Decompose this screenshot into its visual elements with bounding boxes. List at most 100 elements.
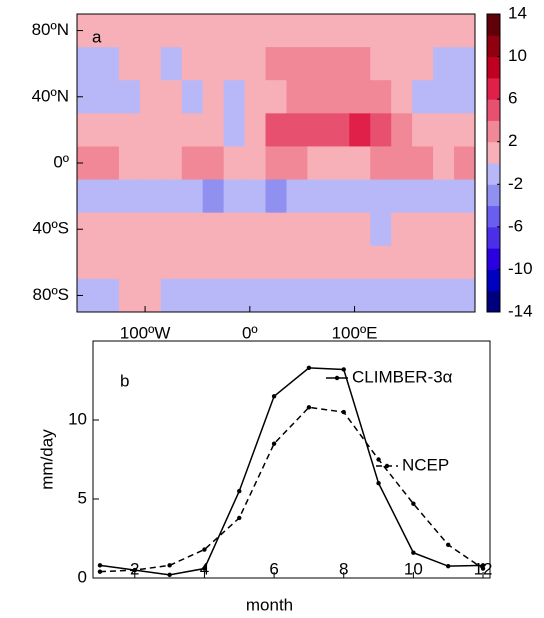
heat-cell <box>307 80 329 114</box>
heat-cell <box>181 47 204 81</box>
heat-cell <box>160 179 183 214</box>
heat-cell <box>286 212 308 247</box>
plot-frame <box>92 340 491 579</box>
y-tick-label: 10 <box>68 409 87 428</box>
x-tick-label: 100ºE <box>332 323 378 342</box>
heat-cell <box>202 14 225 48</box>
heat-cell <box>77 146 99 181</box>
colorbar-tick-label: -2 <box>508 174 523 193</box>
colorbar-tick-label: 2 <box>508 131 517 150</box>
colorbar-swatch <box>487 99 500 121</box>
heat-cell <box>160 212 183 247</box>
data-point <box>132 567 137 573</box>
heat-cell <box>454 278 476 313</box>
heat-cell <box>454 245 476 280</box>
heat-cell <box>244 80 267 114</box>
colorbar-swatch <box>487 184 500 207</box>
heat-cell <box>77 212 99 247</box>
heat-cell <box>370 80 392 114</box>
heat-cell <box>286 14 308 48</box>
colorbar-frame <box>486 13 501 313</box>
heat-cell <box>118 113 141 147</box>
x-tick-label: 10 <box>404 559 423 578</box>
data-point <box>237 515 242 521</box>
heat-cell <box>139 113 162 147</box>
heat-cell <box>307 14 329 48</box>
data-point <box>306 405 312 410</box>
heat-cell <box>349 113 371 147</box>
heat-cell <box>454 47 476 81</box>
heat-cell <box>286 179 308 214</box>
heat-cell <box>202 212 225 247</box>
colorbar-swatch <box>487 269 500 292</box>
heat-cell <box>412 146 434 181</box>
data-point <box>167 572 172 578</box>
heat-cell <box>412 278 434 313</box>
heat-cell <box>391 278 413 313</box>
heat-cell <box>454 113 476 147</box>
heat-cell <box>160 14 183 48</box>
heat-cell <box>370 146 392 181</box>
colorbar-tick-label: -6 <box>508 216 523 235</box>
heat-cell <box>433 80 455 114</box>
heat-cell <box>265 212 287 247</box>
heat-cell <box>139 80 162 114</box>
heat-cell <box>286 146 308 181</box>
heat-cell <box>181 179 204 214</box>
heat-cell <box>97 245 120 280</box>
x-tick-label: 0º <box>242 323 258 342</box>
heat-cell <box>160 80 183 114</box>
heat-cell <box>244 113 267 147</box>
colorbar-swatch <box>487 205 500 228</box>
heat-cell <box>244 245 267 280</box>
heat-cell <box>97 80 120 114</box>
heat-cell <box>433 146 455 181</box>
heat-cell <box>412 14 434 48</box>
colorbar-swatch <box>487 141 500 164</box>
data-point <box>237 488 242 494</box>
heat-cell <box>118 179 141 214</box>
heat-cell <box>286 47 308 81</box>
heat-cell <box>265 47 287 81</box>
data-point <box>97 563 103 568</box>
heat-cell <box>454 80 476 114</box>
heat-cell <box>454 146 476 181</box>
heat-cell <box>97 47 120 81</box>
y-tick-label: 5 <box>78 488 87 507</box>
heat-cell <box>223 14 246 48</box>
heat-cell <box>160 113 183 147</box>
heat-cell <box>97 113 120 147</box>
series-line <box>99 367 484 576</box>
data-point <box>411 501 416 506</box>
heat-cell <box>77 80 99 114</box>
heat-cell <box>286 245 308 280</box>
data-point <box>202 566 207 571</box>
heat-cell <box>97 278 120 313</box>
heat-cell <box>412 47 434 81</box>
heat-cell <box>160 278 183 313</box>
heat-cell <box>244 278 267 313</box>
data-point <box>341 409 346 415</box>
heat-cell <box>454 179 476 214</box>
colorbar-swatch <box>487 77 500 100</box>
heat-cell <box>265 113 287 147</box>
data-point <box>411 550 416 555</box>
heat-cell <box>97 179 120 214</box>
heat-cell <box>370 113 392 147</box>
heat-cell <box>265 245 287 280</box>
heat-cell <box>286 113 308 147</box>
heat-cell <box>202 80 225 114</box>
data-point <box>271 394 277 399</box>
heat-cell <box>139 245 162 280</box>
heat-cell <box>139 212 162 247</box>
heat-cell <box>328 179 350 214</box>
heat-cell <box>391 47 413 81</box>
heat-cell <box>118 245 141 280</box>
heat-cell <box>97 146 120 181</box>
heat-cell <box>328 146 350 181</box>
heat-cell <box>139 146 162 181</box>
heat-cell <box>118 14 141 48</box>
heat-cell <box>349 245 371 280</box>
heat-cell <box>391 212 413 247</box>
